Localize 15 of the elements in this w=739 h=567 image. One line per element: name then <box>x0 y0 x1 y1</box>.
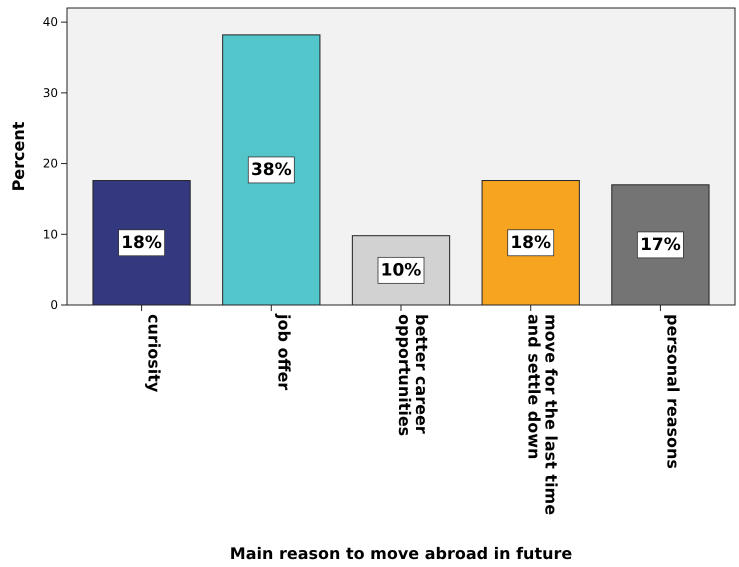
y-tick-label: 20 <box>42 156 58 171</box>
y-tick-label: 40 <box>42 15 58 30</box>
x-tick-label: curiosity <box>144 314 164 393</box>
y-axis-title: Percent <box>9 121 28 192</box>
y-tick-label: 0 <box>50 298 58 312</box>
data-label: 18% <box>510 232 552 253</box>
x-tick-label: personal reasons <box>663 314 682 469</box>
y-tick-label: 10 <box>42 227 58 242</box>
data-label: 17% <box>640 234 681 255</box>
y-tick-label: 30 <box>42 86 58 100</box>
data-label: 38% <box>250 160 292 180</box>
x-tick-label: job offer <box>274 313 294 390</box>
x-axis-title: Main reason to move abroad in future <box>230 544 572 563</box>
data-label: 10% <box>380 260 422 280</box>
data-label: 18% <box>121 232 162 253</box>
